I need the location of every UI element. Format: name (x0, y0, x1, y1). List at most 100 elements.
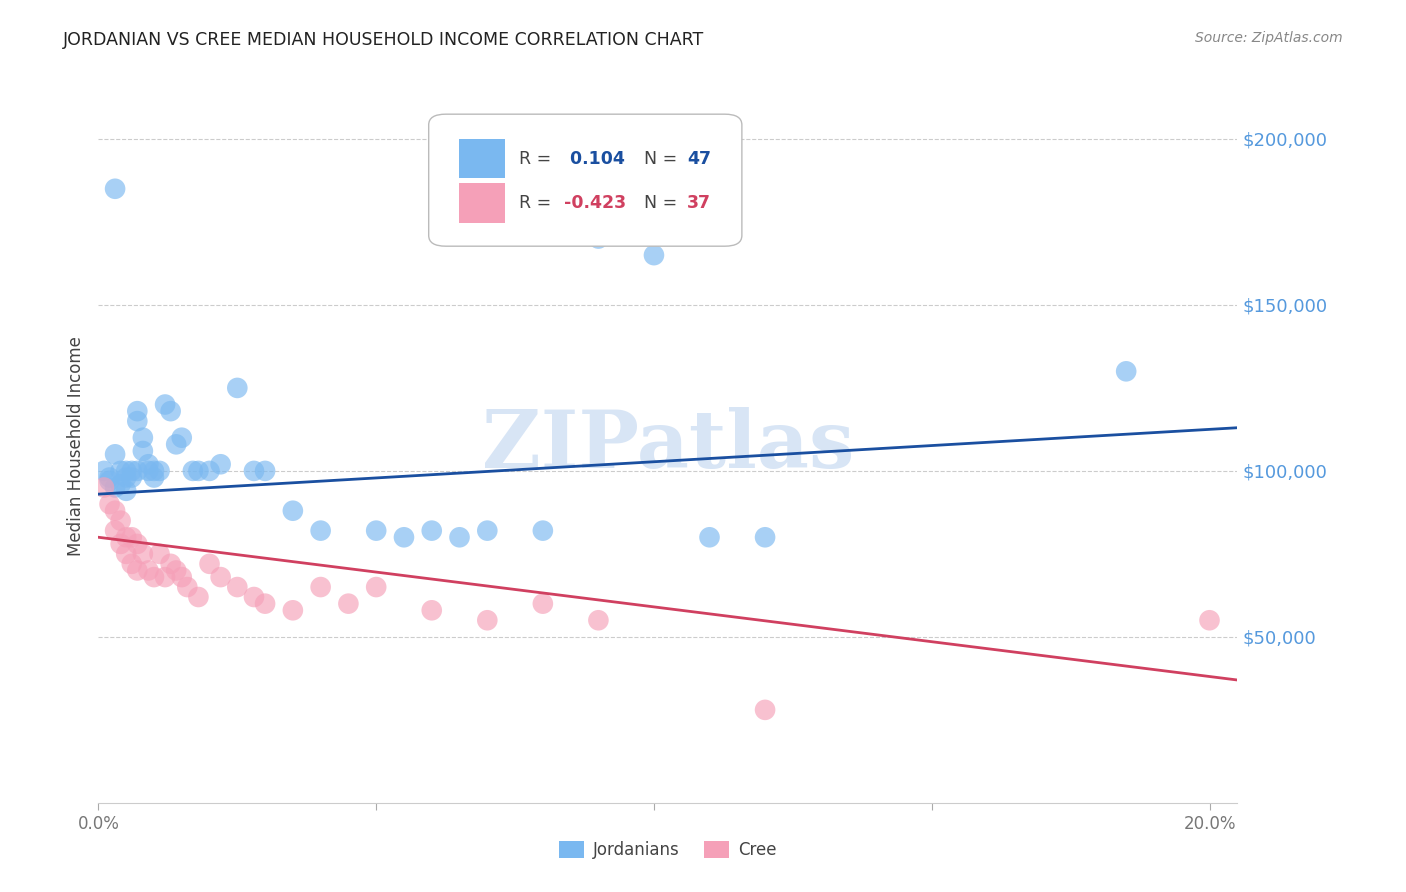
Bar (460, 139, 505, 178)
Point (449, 530, 471, 544)
Point (132, 547, 155, 561)
Point (153, 570, 176, 584)
Point (366, 524, 388, 538)
Bar (460, 184, 505, 223)
Point (588, 231, 610, 245)
Point (337, 597, 360, 611)
Point (143, 470, 166, 484)
Text: R =: R = (519, 150, 557, 168)
Text: R =: R = (519, 194, 557, 212)
Point (115, 470, 138, 484)
Point (115, 464, 138, 478)
Text: -0.423: -0.423 (564, 194, 626, 212)
Point (366, 580, 388, 594)
Point (159, 404, 181, 418)
Point (176, 580, 198, 594)
Point (281, 603, 304, 617)
Point (121, 470, 143, 484)
Point (143, 570, 166, 584)
Point (127, 404, 149, 418)
Point (392, 530, 415, 544)
Text: N =: N = (644, 150, 683, 168)
Point (104, 447, 127, 461)
Y-axis label: Median Household Income: Median Household Income (66, 336, 84, 556)
Point (132, 431, 155, 445)
Point (127, 537, 149, 551)
Point (110, 477, 132, 491)
Point (209, 570, 232, 584)
Point (143, 464, 166, 478)
Point (138, 457, 160, 471)
Point (110, 537, 132, 551)
Point (254, 597, 277, 611)
Point (93, 464, 115, 478)
Point (115, 530, 138, 544)
Point (104, 504, 127, 518)
Text: ZIPatlas: ZIPatlas (482, 407, 853, 485)
Point (309, 580, 332, 594)
Point (209, 457, 232, 471)
Point (148, 464, 170, 478)
Point (110, 514, 132, 528)
Point (754, 703, 776, 717)
Point (420, 524, 443, 538)
FancyBboxPatch shape (429, 114, 742, 246)
Point (187, 464, 209, 478)
Point (132, 444, 155, 458)
Point (153, 397, 176, 411)
Point (1198, 613, 1220, 627)
Point (121, 464, 143, 478)
Text: Source: ZipAtlas.com: Source: ZipAtlas.com (1195, 31, 1343, 45)
Point (93, 481, 115, 495)
Point (148, 547, 170, 561)
Point (98, 470, 121, 484)
Text: N =: N = (644, 194, 683, 212)
Text: 0.104: 0.104 (564, 150, 626, 168)
Legend: Jordanians, Cree: Jordanians, Cree (553, 834, 783, 866)
Point (699, 530, 721, 544)
Point (477, 524, 499, 538)
Point (226, 381, 249, 395)
Point (281, 504, 304, 518)
Point (127, 464, 149, 478)
Point (420, 603, 443, 617)
Point (115, 547, 138, 561)
Point (309, 524, 332, 538)
Point (165, 564, 187, 578)
Point (243, 464, 266, 478)
Point (170, 431, 193, 445)
Point (198, 557, 221, 571)
Point (187, 590, 209, 604)
Point (181, 464, 204, 478)
Point (104, 524, 127, 538)
Text: 47: 47 (688, 150, 711, 168)
Point (754, 530, 776, 544)
Point (121, 557, 143, 571)
Point (110, 464, 132, 478)
Text: 37: 37 (688, 194, 711, 212)
Point (165, 437, 187, 451)
Point (198, 464, 221, 478)
Point (254, 464, 277, 478)
Point (138, 464, 160, 478)
Point (98, 497, 121, 511)
Point (127, 564, 149, 578)
Point (226, 580, 249, 594)
Point (588, 613, 610, 627)
Point (170, 570, 193, 584)
Point (115, 483, 138, 498)
Point (138, 564, 160, 578)
Point (243, 590, 266, 604)
Point (104, 481, 127, 495)
Point (477, 613, 499, 627)
Point (159, 557, 181, 571)
Point (531, 524, 554, 538)
Point (121, 530, 143, 544)
Text: JORDANIAN VS CREE MEDIAN HOUSEHOLD INCOME CORRELATION CHART: JORDANIAN VS CREE MEDIAN HOUSEHOLD INCOM… (63, 31, 704, 49)
Point (98, 474, 121, 488)
Point (643, 248, 665, 262)
Point (531, 597, 554, 611)
Point (104, 182, 127, 196)
Point (1115, 364, 1137, 378)
Point (127, 414, 149, 428)
